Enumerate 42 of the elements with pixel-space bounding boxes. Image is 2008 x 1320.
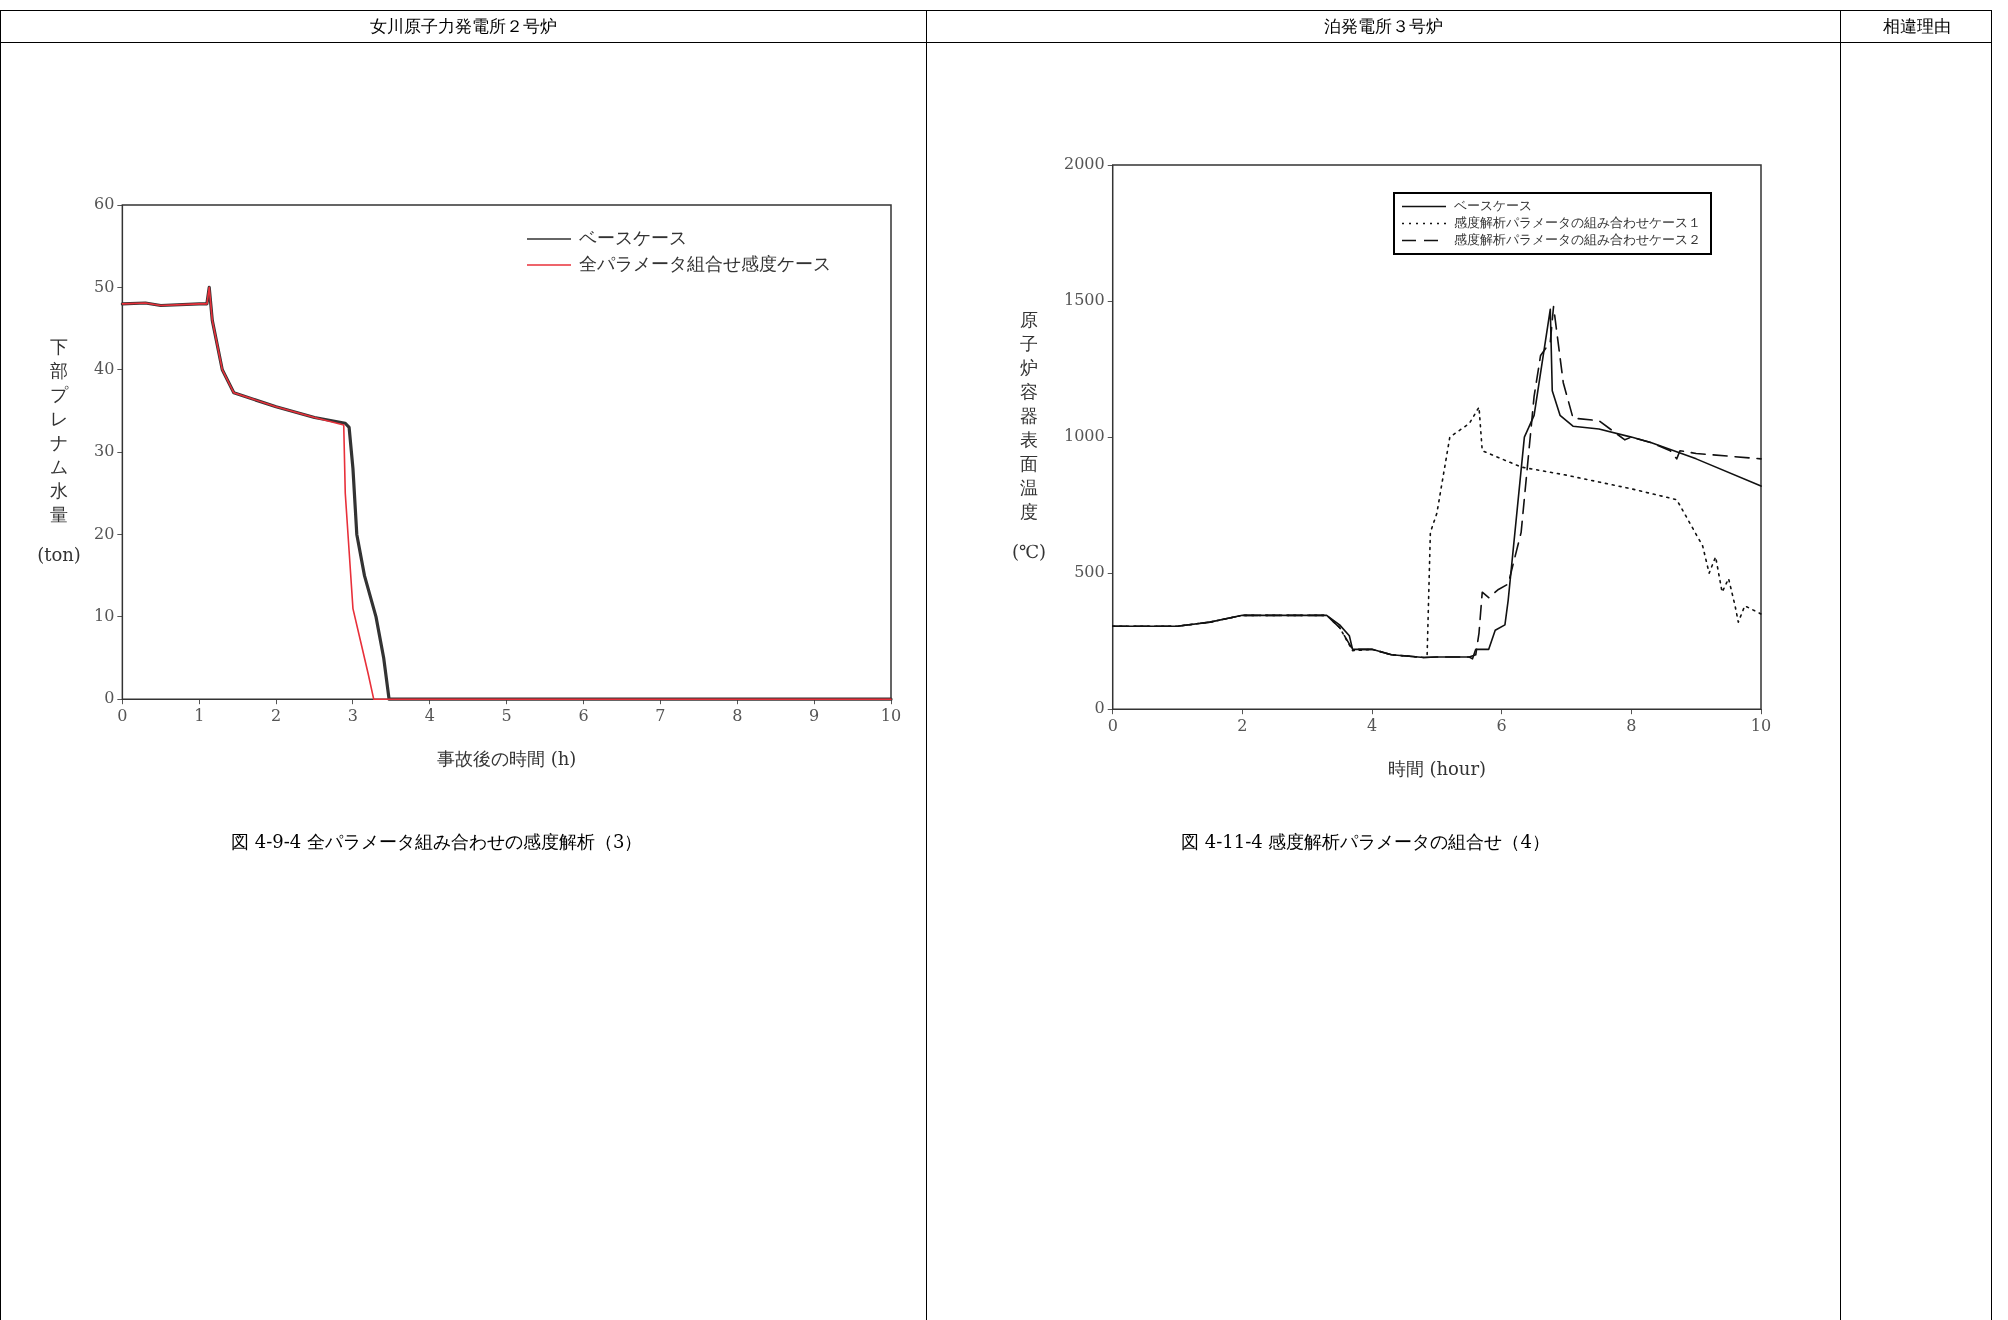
legend-label: 感度解析パラメータの組み合わせケース１ bbox=[1454, 214, 1701, 230]
x-tick-label: 7 bbox=[655, 705, 666, 725]
y-tick-label: 500 bbox=[1074, 562, 1105, 582]
legend-label: ベースケース bbox=[1454, 197, 1532, 213]
caption: 図 4-11-4 感度解析パラメータの組合せ（4） bbox=[1181, 830, 1550, 854]
x-tick-label: 2 bbox=[1237, 715, 1248, 735]
x-tick-label: 8 bbox=[732, 705, 743, 725]
legend-label: 感度解析パラメータの組み合わせケース２ bbox=[1454, 231, 1701, 247]
x-tick-label: 9 bbox=[809, 705, 820, 725]
caption: 図 4-9-4 全パラメータ組み合わせの感度解析（3） bbox=[231, 830, 643, 854]
y-tick-label: 60 bbox=[94, 194, 115, 214]
x-tick-label: 2 bbox=[270, 705, 282, 725]
x-tick-label: 4 bbox=[1366, 715, 1378, 735]
y-tick-label: 1000 bbox=[1064, 426, 1105, 446]
x-tick-label: 0 bbox=[1107, 715, 1118, 735]
x-tick-label: 3 bbox=[347, 705, 359, 725]
y-tick-label: 10 bbox=[94, 605, 115, 625]
y-tick-label: 0 bbox=[104, 688, 115, 708]
x-tick-label: 8 bbox=[1626, 715, 1637, 735]
x-tick-label: 5 bbox=[501, 705, 512, 725]
x-tick-label: 10 bbox=[1750, 715, 1772, 735]
x-tick-label: 0 bbox=[117, 705, 128, 725]
x-axis-title: 事故後の時間 (h) bbox=[437, 747, 577, 769]
y-tick-label: 20 bbox=[94, 523, 115, 543]
y-tick-label: 30 bbox=[94, 441, 115, 461]
legend-label: ベースケース bbox=[579, 226, 687, 248]
chart-title: 女川原子力発電所２号炉 bbox=[1, 10, 926, 43]
y-tick-label: 40 bbox=[94, 358, 115, 378]
text: 下部プレナム水量(ton) bbox=[37, 335, 81, 565]
x-tick-label: 6 bbox=[1496, 715, 1507, 735]
text: 原子炉容器表面温度(℃) bbox=[1011, 308, 1047, 562]
x-axis-title: 時間 (hour) bbox=[1387, 757, 1487, 779]
legend-label: 全パラメータ組合せ感度ケース bbox=[579, 252, 831, 274]
x-tick-label: 4 bbox=[424, 705, 435, 725]
y-tick-label: 1500 bbox=[1064, 290, 1105, 310]
y-tick-label: 50 bbox=[94, 276, 115, 296]
y-tick-label: 2000 bbox=[1064, 154, 1105, 174]
text: 相違理由 bbox=[1841, 10, 1992, 43]
chart-title: 泊発電所３号炉 bbox=[927, 10, 1840, 43]
x-tick-label: 1 bbox=[194, 705, 205, 725]
x-tick-label: 10 bbox=[880, 705, 902, 725]
x-tick-label: 6 bbox=[578, 705, 589, 725]
